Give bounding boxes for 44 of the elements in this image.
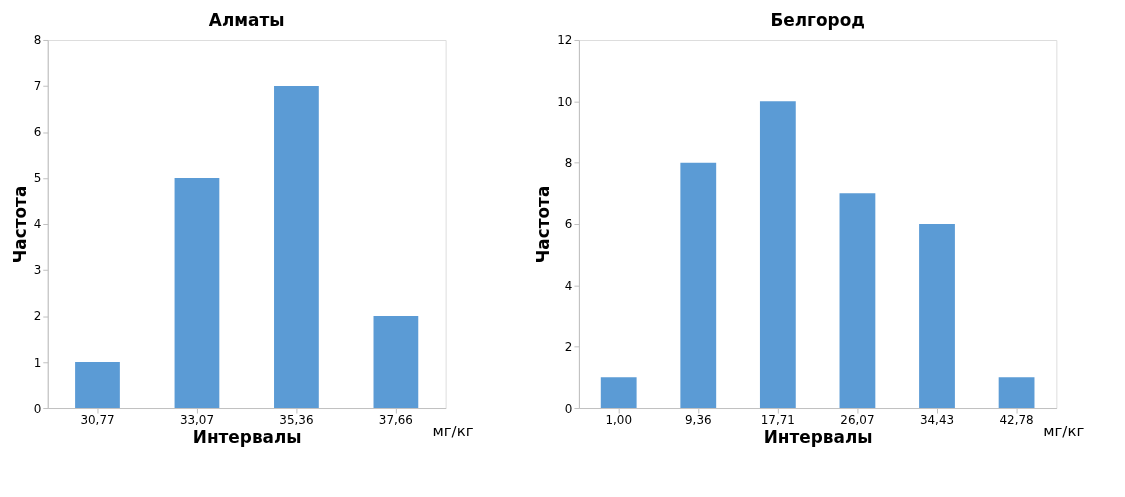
x-axis-title: Интервалы: [192, 427, 302, 448]
y-tick-label: 8: [564, 156, 573, 171]
y-tick-label: 4: [33, 217, 42, 232]
y-tick-label: 7: [33, 79, 42, 94]
y-tick-label: 0: [33, 401, 42, 416]
y-tick-label: 12: [557, 33, 573, 48]
bar: [839, 193, 876, 409]
chart-title: Алматы: [208, 10, 285, 31]
bar: [759, 101, 796, 409]
x-tick-label: 1,00: [605, 413, 632, 428]
x-axis-title: Интервалы: [763, 427, 873, 448]
bar: [680, 162, 717, 409]
chart-title: Белгород: [770, 10, 865, 31]
y-tick-label: 10: [557, 94, 573, 109]
y-tick-label: 3: [33, 263, 42, 278]
y-tick-label: 1: [33, 355, 42, 370]
bar: [600, 377, 637, 409]
x-tick-label: 35,36: [279, 413, 314, 428]
bar: [174, 178, 220, 409]
x-tick-label: 37,66: [378, 413, 413, 428]
y-tick-label: 6: [564, 217, 573, 232]
y-tick-label: 2: [33, 309, 42, 324]
bar: [919, 224, 955, 409]
y-tick-label: 6: [33, 125, 42, 140]
y-axis-title: Частота: [533, 185, 554, 264]
bar: [998, 377, 1035, 409]
y-tick-label: 8: [33, 33, 42, 48]
x-tick-label: 33,07: [179, 413, 215, 428]
y-tick-label: 4: [564, 278, 573, 293]
bar: [274, 86, 319, 409]
y-axis-title: Частота: [9, 185, 30, 264]
text: мг/кг: [1043, 421, 1085, 440]
x-tick-label: 34,43: [919, 413, 955, 428]
x-tick-label: 30,77: [80, 413, 115, 428]
x-tick-label: 26,07: [840, 413, 875, 428]
bar: [75, 362, 120, 409]
text: мг/кг: [432, 421, 474, 440]
y-tick-label: 0: [564, 401, 573, 416]
y-tick-label: 5: [33, 171, 42, 186]
y-tick-label: 2: [564, 340, 573, 355]
x-tick-label: 9,36: [685, 413, 712, 428]
x-tick-label: 42,78: [999, 413, 1034, 428]
x-tick-label: 17,71: [760, 413, 795, 428]
bar: [373, 316, 419, 409]
